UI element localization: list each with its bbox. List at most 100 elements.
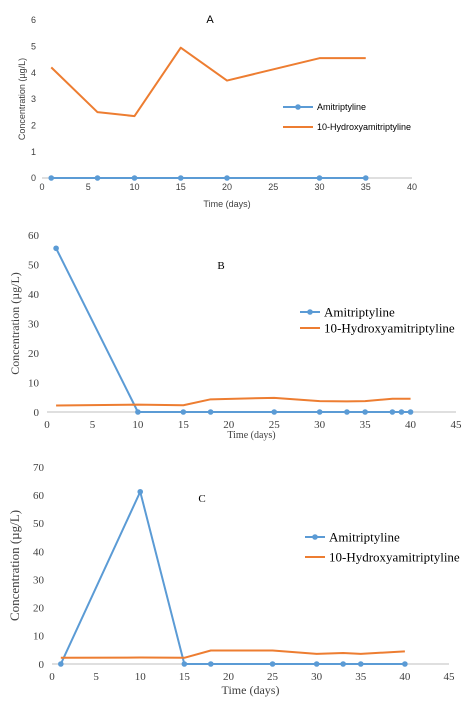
legend: Amitriptyline 10-Hydroxyamitriptyline <box>305 530 460 565</box>
legend-marker <box>307 309 313 315</box>
x-tick-label: 30 <box>314 419 326 431</box>
y-tick-label: 10 <box>33 631 45 643</box>
legend-label: 10-Hydroxyamitriptyline <box>324 321 455 336</box>
data-point-amitriptyline <box>58 661 64 667</box>
y-tick-label: 5 <box>31 41 36 51</box>
x-axis-title: Time (days) <box>203 199 250 209</box>
legend-marker <box>295 104 301 110</box>
y-tick-label: 30 <box>28 318 40 330</box>
y-tick-label: 6 <box>31 15 36 25</box>
data-point-amitriptyline <box>398 409 405 415</box>
series-line-amitriptyline <box>59 490 405 665</box>
x-tick-label: 25 <box>269 419 281 431</box>
x-tick-label: 15 <box>178 419 190 431</box>
y-tick-label: 0 <box>34 407 40 419</box>
chart-panel-c: 0 5 10 15 20 25 30 35 40 45 0 10 20 30 40 50 60 70 Time (d… <box>7 462 460 697</box>
y-axis-title: Concentration (µg/L) <box>7 510 22 621</box>
x-tick-label: 20 <box>223 419 235 431</box>
data-point-amitriptyline <box>357 661 364 667</box>
x-tick-label: 40 <box>405 419 417 431</box>
data-point-amitriptyline <box>362 175 369 181</box>
data-point-amitriptyline <box>316 409 323 415</box>
x-tick-label: 5 <box>93 671 99 683</box>
x-tick-label: 40 <box>399 671 411 683</box>
data-point-amitriptyline <box>362 409 368 415</box>
data-point-amitriptyline <box>407 409 414 415</box>
panel-label: B <box>217 260 224 272</box>
y-tick-label: 30 <box>33 574 45 586</box>
y-tick-label: 0 <box>39 659 45 671</box>
data-point-amitriptyline <box>181 661 188 667</box>
y-tick-label: 4 <box>31 68 36 78</box>
x-tick-label: 0 <box>49 671 55 683</box>
y-tick-label: 10 <box>28 377 40 389</box>
data-point-amitriptyline <box>269 661 276 667</box>
series-line-hydroxyamitriptyline <box>50 46 366 118</box>
y-tick-label: 70 <box>33 462 45 474</box>
y-tick-label: 0 <box>31 173 36 183</box>
x-tick-label: 45 <box>451 419 463 431</box>
data-point-amitriptyline <box>48 175 55 181</box>
legend: Amitriptyline 10-Hydroxyamitriptyline <box>283 102 411 132</box>
data-point-amitriptyline <box>316 175 323 181</box>
chart-panel-b: 0 5 10 15 20 25 30 35 40 45 0 10 20 30 40 50 60 Time (day… <box>8 230 462 441</box>
legend-label: 10-Hydroxyamitriptyline <box>329 550 460 565</box>
legend-marker <box>312 534 318 540</box>
data-point-amitriptyline <box>402 661 408 667</box>
y-tick-label: 50 <box>28 259 40 271</box>
data-point-amitriptyline <box>177 175 184 181</box>
x-tick-label: 10 <box>132 419 144 431</box>
data-point-amitriptyline <box>94 175 101 181</box>
x-tick-label: 45 <box>444 671 456 683</box>
x-tick-label: 35 <box>361 182 371 192</box>
x-tick-label: 25 <box>267 671 279 683</box>
data-point-amitriptyline <box>344 409 350 415</box>
y-tick-label: 20 <box>28 348 40 360</box>
data-point-amitriptyline <box>208 661 214 667</box>
x-tick-label: 30 <box>311 671 323 683</box>
data-point-amitriptyline <box>389 409 396 415</box>
panel-label: C <box>198 493 205 505</box>
x-axis-title: Time (days) <box>222 683 280 697</box>
data-point-amitriptyline <box>313 661 320 667</box>
x-tick-label: 15 <box>176 182 186 192</box>
data-point-amitriptyline <box>135 409 141 415</box>
data-point-amitriptyline <box>137 488 144 495</box>
data-point-amitriptyline <box>340 661 346 667</box>
data-point-amitriptyline <box>207 409 214 415</box>
legend-label: Amitriptyline <box>317 102 366 112</box>
data-point-amitriptyline <box>53 245 59 252</box>
x-tick-label: 40 <box>407 182 417 192</box>
y-tick-label: 40 <box>33 546 45 558</box>
y-tick-label: 60 <box>28 230 40 242</box>
x-axis-title: Time (days) <box>227 430 275 441</box>
y-tick-label: 50 <box>33 518 45 530</box>
legend-label: 10-Hydroxyamitriptyline <box>317 122 411 132</box>
x-tick-label: 15 <box>179 671 191 683</box>
data-point-amitriptyline <box>131 175 138 181</box>
x-tick-label: 0 <box>44 419 50 431</box>
legend-label: Amitriptyline <box>329 530 400 545</box>
chart-panel-a: 0 5 10 15 20 25 30 35 40 0 1 2 3 4 5 6 Time (days) Concen… <box>17 14 417 209</box>
x-tick-label: 30 <box>314 182 324 192</box>
data-point-amitriptyline <box>271 409 278 415</box>
x-tick-label: 10 <box>135 671 147 683</box>
data-point-amitriptyline <box>180 409 187 415</box>
y-tick-label: 60 <box>33 490 45 502</box>
x-tick-label: 5 <box>90 419 96 431</box>
legend-label: Amitriptyline <box>324 305 395 320</box>
y-axis-title: Concentration (µg/L) <box>17 58 27 140</box>
x-tick-label: 10 <box>129 182 139 192</box>
y-tick-label: 3 <box>31 94 36 104</box>
data-point-amitriptyline <box>224 175 230 181</box>
series-line-hydroxyamitriptyline <box>56 396 411 407</box>
x-tick-label: 5 <box>86 182 91 192</box>
x-tick-label: 20 <box>222 182 232 192</box>
y-tick-label: 20 <box>33 603 45 615</box>
y-axis-title: Concentration (µg/L) <box>8 272 22 375</box>
panel-label: A <box>206 14 214 26</box>
x-tick-label: 0 <box>39 182 44 192</box>
y-tick-label: 40 <box>28 289 40 301</box>
